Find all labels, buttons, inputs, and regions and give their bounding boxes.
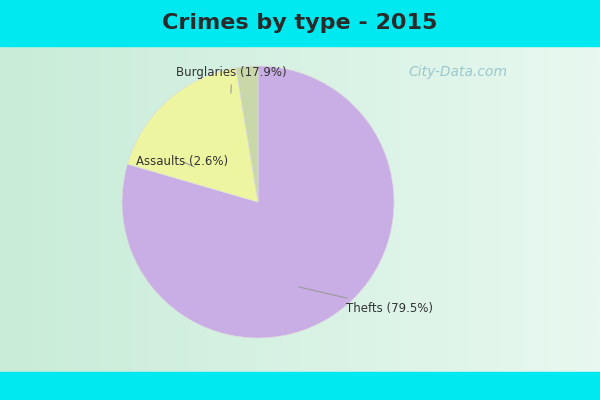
- Text: Burglaries (17.9%): Burglaries (17.9%): [176, 66, 287, 93]
- Wedge shape: [122, 66, 394, 338]
- Bar: [0, 372, 600, 400]
- Bar: [0, 0, 600, 46]
- Wedge shape: [127, 68, 258, 202]
- Text: Assaults (2.6%): Assaults (2.6%): [136, 155, 228, 168]
- Text: Thefts (79.5%): Thefts (79.5%): [299, 287, 433, 314]
- Text: City-Data.com: City-Data.com: [408, 65, 507, 79]
- Text: Crimes by type - 2015: Crimes by type - 2015: [163, 13, 437, 33]
- Wedge shape: [236, 66, 258, 202]
